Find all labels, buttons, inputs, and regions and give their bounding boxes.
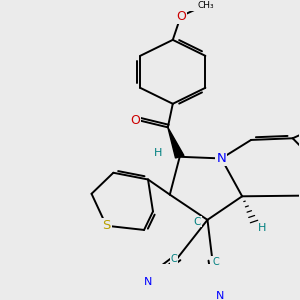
Text: CH₃: CH₃ bbox=[197, 1, 214, 10]
Text: O: O bbox=[130, 114, 140, 127]
Text: N: N bbox=[144, 277, 152, 287]
Polygon shape bbox=[168, 127, 184, 158]
Text: H: H bbox=[154, 148, 162, 158]
Text: N: N bbox=[216, 291, 224, 300]
Text: C: C bbox=[170, 254, 177, 264]
Text: O: O bbox=[176, 10, 186, 23]
Text: C: C bbox=[194, 217, 201, 226]
Text: N: N bbox=[217, 152, 226, 165]
Text: H: H bbox=[258, 223, 266, 233]
Text: S: S bbox=[102, 219, 111, 232]
Text: C: C bbox=[212, 257, 219, 267]
